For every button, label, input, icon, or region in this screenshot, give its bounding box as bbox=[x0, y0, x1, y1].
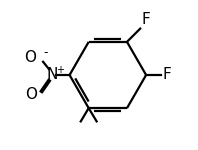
Text: O: O bbox=[25, 87, 37, 102]
Text: +: + bbox=[56, 65, 64, 75]
Text: F: F bbox=[142, 12, 150, 27]
Text: N: N bbox=[46, 68, 58, 82]
Text: O: O bbox=[24, 50, 36, 65]
Text: F: F bbox=[162, 68, 171, 82]
Text: -: - bbox=[43, 46, 48, 59]
